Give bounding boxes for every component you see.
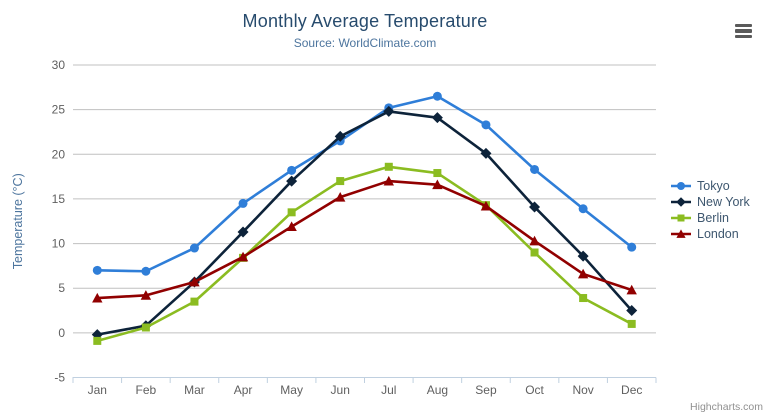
point-london-jan[interactable] [92, 292, 103, 303]
legend-symbol-berlin[interactable] [677, 214, 685, 222]
legend-label: Berlin [697, 211, 729, 225]
y-axis-label: 5 [58, 281, 65, 295]
y-axis-label: 15 [52, 192, 66, 206]
x-axis-label: Jun [331, 383, 350, 397]
legend-item-berlin[interactable]: Berlin [670, 210, 750, 226]
point-berlin-jun[interactable] [336, 177, 345, 186]
point-berlin-jul[interactable] [384, 162, 393, 171]
x-axis-label: Nov [572, 383, 593, 397]
point-london-sep[interactable] [480, 200, 492, 211]
series-line-berlin[interactable] [95, 165, 634, 343]
legend-marker-triangle-icon [671, 229, 691, 238]
point-tokyo-feb[interactable] [141, 266, 151, 276]
point-berlin-feb[interactable] [141, 323, 150, 332]
hamburger-icon [735, 29, 752, 33]
y-axis-label: 0 [58, 326, 65, 340]
point-london-nov[interactable] [577, 268, 589, 279]
point-tokyo-sep[interactable] [481, 120, 491, 130]
point-new-york-oct[interactable] [529, 201, 541, 213]
x-axis-label: Oct [525, 383, 544, 397]
point-tokyo-apr[interactable] [238, 198, 248, 208]
point-london-apr[interactable] [237, 251, 249, 262]
point-london-aug[interactable] [432, 179, 443, 190]
point-new-york-jul[interactable] [383, 105, 395, 117]
point-tokyo-mar[interactable] [189, 243, 199, 253]
hamburger-icon [735, 34, 752, 38]
export-menu-button[interactable] [735, 24, 752, 38]
legend-marker-circle-icon [671, 182, 691, 190]
legend: Tokyo New York Berlin London [670, 178, 750, 242]
point-london-dec[interactable] [626, 284, 637, 295]
chart-title: Monthly Average Temperature [242, 11, 488, 31]
x-axis-label: Jul [381, 383, 396, 397]
point-berlin-dec[interactable] [627, 319, 636, 328]
point-tokyo-oct[interactable] [530, 164, 540, 174]
legend-symbol-london[interactable] [676, 229, 686, 238]
point-berlin-jan[interactable] [93, 336, 102, 345]
legend-marker-square-icon [671, 214, 691, 222]
legend-symbol-tokyo[interactable] [677, 182, 685, 190]
point-london-may[interactable] [286, 221, 297, 232]
x-axis-label: Sep [475, 383, 497, 397]
point-london-jun[interactable] [335, 191, 346, 202]
legend-item-new-york[interactable]: New York [670, 194, 750, 210]
legend-symbol-new-york[interactable] [676, 197, 686, 207]
point-london-feb[interactable] [140, 290, 152, 300]
y-axis-label: 20 [52, 147, 66, 161]
x-axis-label: May [280, 383, 303, 397]
y-axis-label: 10 [52, 237, 66, 251]
point-berlin-may[interactable] [287, 208, 296, 217]
legend-item-tokyo[interactable]: Tokyo [670, 178, 750, 194]
point-new-york-dec[interactable] [626, 305, 638, 317]
x-axis-label: Mar [184, 383, 205, 397]
series-line-london[interactable] [95, 179, 634, 300]
series-line-new-york[interactable] [95, 110, 634, 336]
point-tokyo-aug[interactable] [432, 91, 442, 101]
x-axis-label: Dec [621, 383, 642, 397]
point-berlin-aug[interactable] [433, 169, 442, 178]
point-berlin-nov[interactable] [579, 294, 588, 303]
point-new-york-jun[interactable] [334, 130, 346, 142]
legend-label: London [697, 227, 739, 241]
y-axis-label: 30 [52, 58, 66, 72]
legend-item-london[interactable]: London [670, 226, 750, 242]
hamburger-icon [735, 24, 752, 28]
x-axis-label: Apr [234, 383, 253, 397]
point-tokyo-nov[interactable] [578, 204, 588, 214]
legend-label: New York [697, 195, 750, 209]
legend-marker-diamond-icon [671, 197, 691, 207]
point-new-york-sep[interactable] [480, 147, 492, 159]
point-new-york-apr[interactable] [237, 226, 249, 238]
y-axis-title: Temperature (°C) [11, 173, 25, 269]
point-new-york-may[interactable] [286, 175, 298, 187]
point-london-oct[interactable] [529, 235, 540, 246]
credits-link[interactable]: Highcharts.com [690, 401, 763, 413]
point-london-mar[interactable] [189, 276, 200, 287]
chart-subtitle: Source: WorldClimate.com [293, 36, 437, 50]
y-axis-label: 25 [52, 103, 66, 117]
point-new-york-aug[interactable] [431, 112, 443, 124]
x-axis-label: Jan [88, 383, 107, 397]
legend-label: Tokyo [697, 179, 730, 193]
y-axis-label: -5 [54, 371, 65, 385]
point-tokyo-dec[interactable] [627, 242, 637, 252]
point-berlin-oct[interactable] [530, 248, 539, 257]
point-london-jul[interactable] [383, 175, 394, 186]
x-axis-label: Aug [427, 383, 448, 397]
point-berlin-mar[interactable] [190, 297, 199, 306]
point-tokyo-may[interactable] [287, 165, 297, 175]
point-tokyo-jan[interactable] [92, 265, 102, 275]
point-new-york-nov[interactable] [577, 250, 589, 262]
x-axis-label: Feb [136, 383, 157, 397]
